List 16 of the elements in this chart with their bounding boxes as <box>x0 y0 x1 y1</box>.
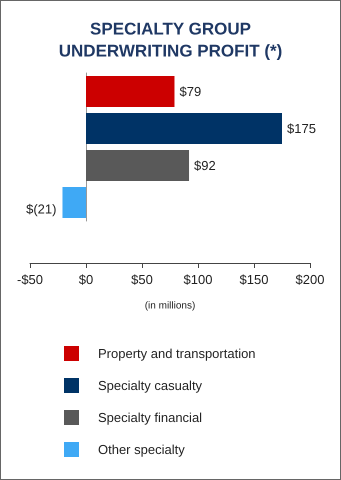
legend-label: Property and transportation <box>98 346 256 361</box>
x-tick-label: -$50 <box>16 272 44 287</box>
x-tick-label: $150 <box>240 272 268 287</box>
x-tick-label: $100 <box>184 272 212 287</box>
x-tick-label: $50 <box>131 272 153 287</box>
data-label: $175 <box>287 121 316 136</box>
data-label: $(21) <box>26 202 56 216</box>
data-label: $79 <box>179 84 202 99</box>
x-axis-title: (in millions) <box>144 300 196 312</box>
legend-label: Specialty casualty <box>98 378 203 393</box>
x-tick-label: $0 <box>78 272 94 287</box>
legend-label: Specialty financial <box>98 410 202 425</box>
data-label: $92 <box>194 158 216 173</box>
legend-label: Other specialty <box>98 442 186 457</box>
x-tick-label: $200 <box>296 272 324 287</box>
chart-title: SPECIALTY GROUP UNDERWRITING PROFIT (*) <box>58 20 282 60</box>
